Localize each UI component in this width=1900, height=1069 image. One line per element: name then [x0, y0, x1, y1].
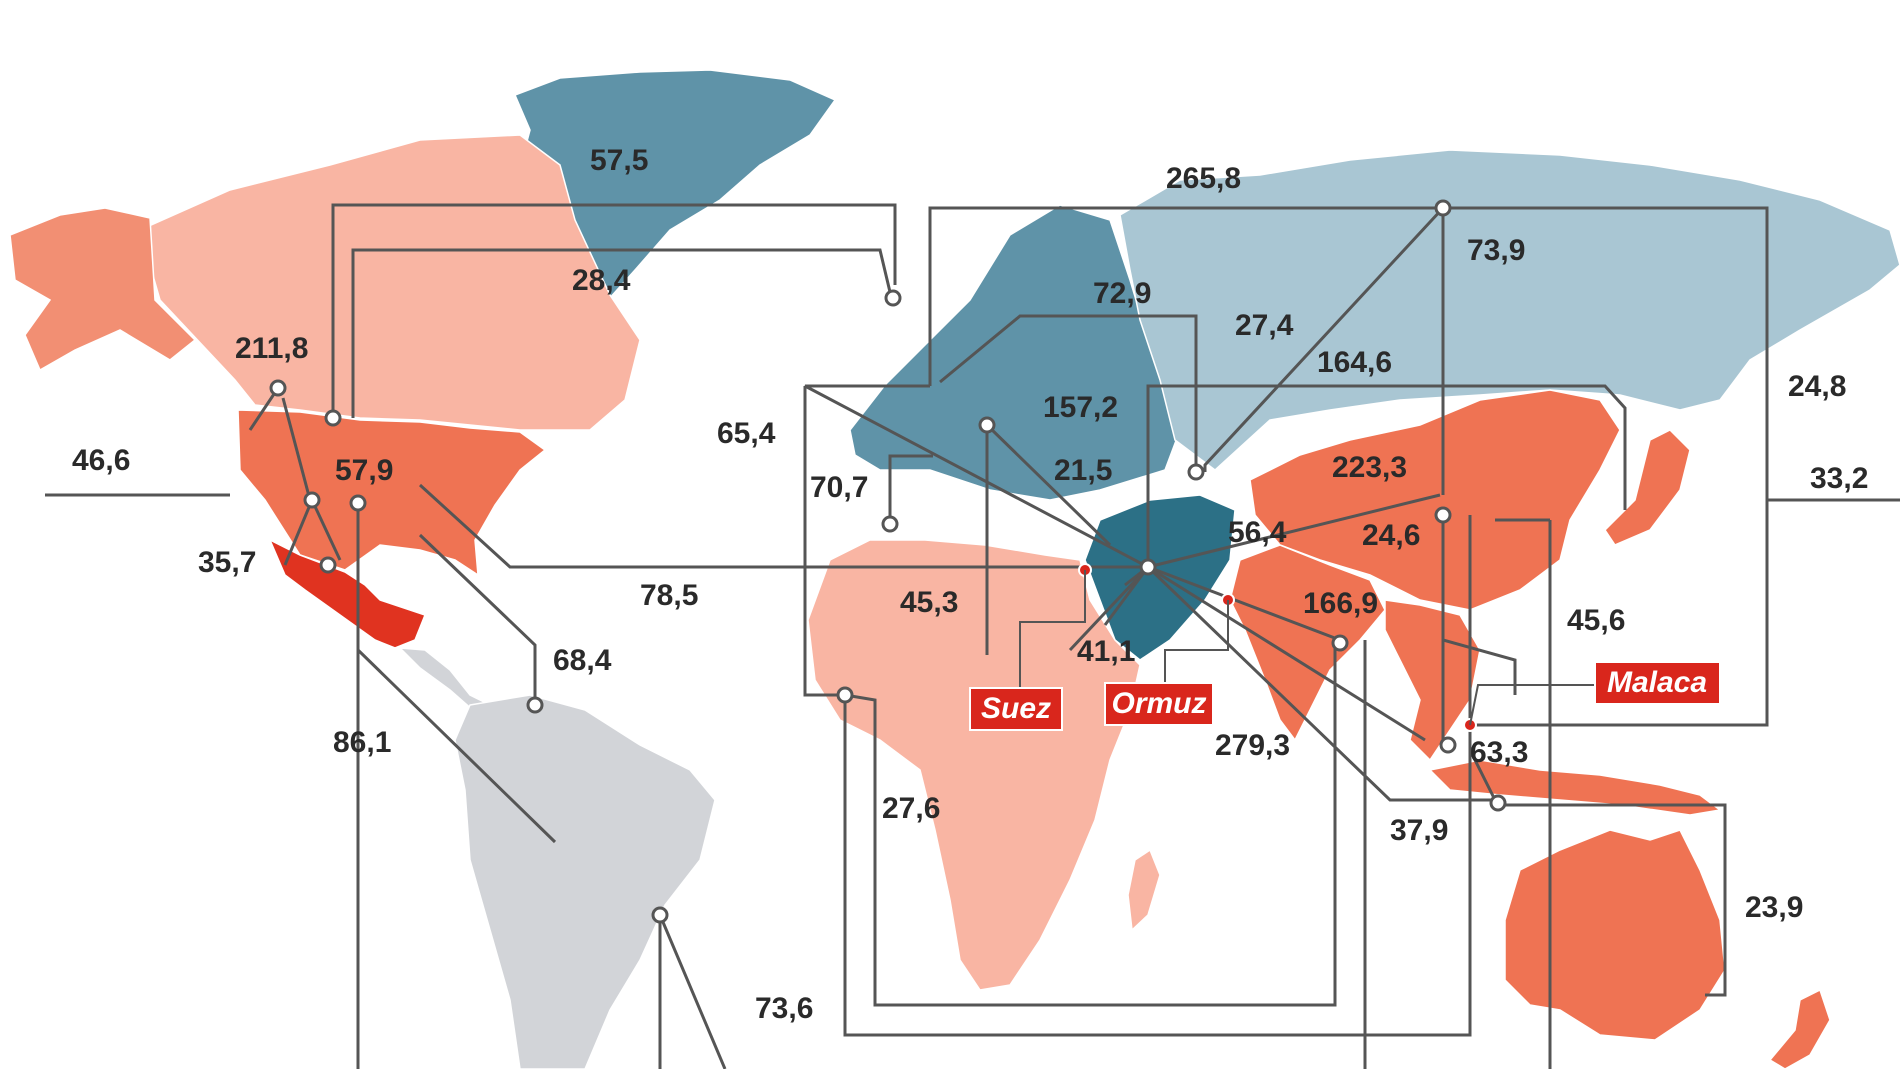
origin-node: [1489, 794, 1507, 812]
flow-value-label: 27,6: [882, 792, 940, 825]
ormuz-label: Ormuz: [1111, 687, 1206, 720]
origin-node: [836, 686, 854, 704]
flow-value-label: 57,5: [590, 144, 648, 177]
flow-value-label: 70,7: [810, 471, 868, 504]
route-line: [1203, 206, 1445, 472]
region-china: [1249, 389, 1621, 611]
ormuz-label-box: [1104, 682, 1214, 726]
malaca-leader-line: [1469, 684, 1595, 726]
origin-node: [651, 906, 669, 924]
route-line: [658, 914, 727, 1069]
region-india: [1229, 544, 1386, 742]
origin-node: [978, 416, 996, 434]
route-line: [1147, 565, 1341, 642]
flow-value-label: 56,4: [1228, 516, 1287, 549]
flow-value-label: 73,6: [755, 992, 813, 1025]
flow-value-label: 24,8: [1788, 370, 1846, 403]
flow-value-label: 45,3: [900, 586, 958, 619]
flow-value-label: 21,5: [1054, 454, 1112, 487]
route-line: [281, 397, 312, 501]
region-alaska: [9, 207, 197, 372]
origin-node: [1439, 736, 1457, 754]
flow-value-label: 68,4: [553, 644, 612, 677]
origin-node: [324, 409, 342, 427]
flow-value-label: 28,4: [572, 264, 631, 297]
route-line: [283, 499, 314, 566]
malaca-label: Malaca: [1607, 666, 1707, 699]
region-canada: [139, 134, 641, 431]
origin-node: [303, 491, 321, 509]
route-line: [356, 648, 557, 844]
route-line: [310, 499, 342, 561]
origin-node: [1331, 634, 1349, 652]
flow-value-label: 63,3: [1470, 736, 1528, 769]
origin-node: [1139, 558, 1157, 576]
region-madagascar: [1127, 848, 1161, 932]
flow-value-label: 86,1: [333, 726, 391, 759]
origin-node: [884, 289, 902, 307]
flow-value-label: 164,6: [1317, 346, 1392, 379]
region-new-zealand: [1768, 988, 1831, 1069]
route-line: [939, 314, 1198, 475]
route-line: [1146, 384, 1627, 567]
origin-node: [1434, 506, 1452, 524]
flow-value-label: 72,9: [1093, 277, 1151, 310]
route-line: [928, 206, 1443, 386]
route-line: [985, 423, 1112, 547]
region-japan: [1604, 429, 1691, 546]
origin-node: [269, 379, 287, 397]
route-line: [418, 483, 1148, 569]
route-line: [1147, 565, 1426, 742]
flow-value-label: 223,3: [1332, 451, 1407, 484]
origin-node: [881, 515, 899, 533]
route-line: [844, 645, 1337, 1007]
flow-value-label: 46,6: [72, 444, 130, 477]
flow-value-label: 27,4: [1235, 309, 1294, 342]
route-line: [1443, 206, 1769, 727]
route-line: [331, 203, 897, 420]
route-line: [1147, 493, 1441, 569]
suez-leader-line: [1019, 570, 1086, 695]
route-line: [418, 533, 537, 705]
flow-value-label: 211,8: [235, 332, 308, 365]
route-line: [1068, 565, 1150, 652]
flow-value-label: 37,9: [1390, 814, 1448, 847]
origin-node: [349, 494, 367, 512]
flow-value-label: 279,3: [1215, 729, 1290, 762]
suez-label-box: [969, 687, 1063, 731]
flow-value-label: 23,9: [1745, 891, 1803, 924]
route-line: [843, 515, 1472, 1037]
flow-value-label: 35,7: [198, 546, 256, 579]
origin-node: [1434, 199, 1452, 217]
region-mexico: [268, 538, 426, 649]
flow-value-label: 157,2: [1043, 391, 1118, 424]
region-australia: [1504, 829, 1726, 1041]
flow-value-label: 41,1: [1077, 635, 1135, 668]
ormuz-leader-line: [1164, 600, 1229, 690]
region-south-america: [454, 694, 716, 1069]
flow-value-label: 166,9: [1303, 587, 1378, 620]
flow-value-label: 45,6: [1567, 604, 1625, 637]
flow-value-label: 57,9: [335, 454, 393, 487]
suez-label: Suez: [981, 692, 1051, 725]
flow-value-label: 24,6: [1362, 519, 1420, 552]
route-line: [351, 248, 892, 418]
origin-node: [526, 696, 544, 714]
flow-value-label: 73,9: [1467, 234, 1525, 267]
flow-value-label: 265,8: [1166, 162, 1241, 195]
origin-node: [319, 556, 337, 574]
origin-node: [1187, 463, 1205, 481]
route-line: [803, 386, 845, 697]
region-africa: [807, 539, 1141, 991]
flow-value-label: 33,2: [1810, 462, 1868, 495]
flow-value-label: 65,4: [717, 417, 776, 450]
malaca-label-box: [1594, 661, 1721, 705]
flow-value-label: 78,5: [640, 579, 698, 612]
region-southeast-asia: [1384, 599, 1481, 762]
route-line: [1498, 803, 1727, 997]
